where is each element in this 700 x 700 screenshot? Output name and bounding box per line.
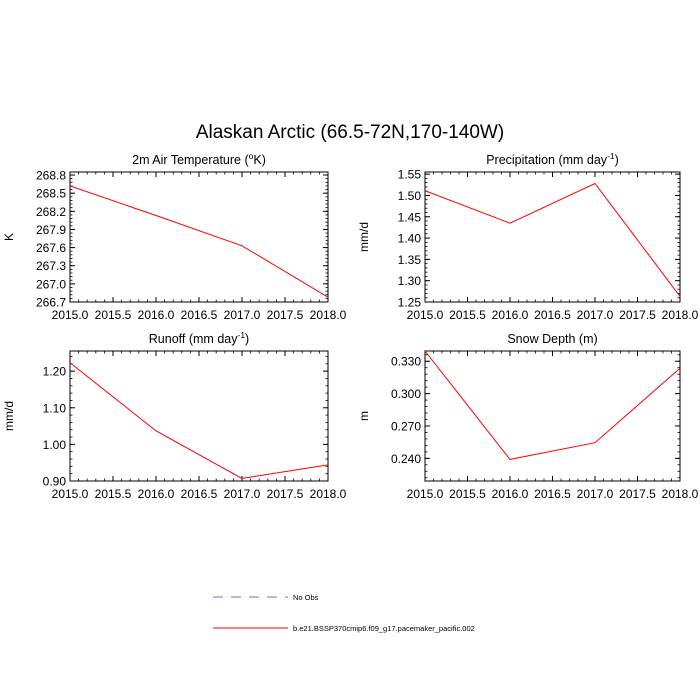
plot-frame bbox=[424, 171, 681, 303]
y-tick-label: 0.90 bbox=[43, 475, 67, 489]
x-tick-label: 2016.5 bbox=[534, 487, 571, 501]
y-tick-label: 1.55 bbox=[398, 168, 422, 182]
x-tick-label: 2015.0 bbox=[407, 308, 444, 322]
y-tick-label: 1.45 bbox=[398, 210, 422, 224]
x-tick-label: 2016.0 bbox=[492, 487, 529, 501]
panels: 2015.0 2015.5 2016.0 2016.5 2017.0 2017.5 2018… bbox=[2, 151, 699, 501]
y-axis-label: K bbox=[2, 233, 16, 241]
x-tick-label: 2017.0 bbox=[224, 308, 261, 322]
x-tick-label: 2016.0 bbox=[492, 308, 529, 322]
x-tick-label: 2016.5 bbox=[534, 308, 571, 322]
panel-2: 2015.0 2015.5 2016.0 2016.5 2017.0 2017.5 2018… bbox=[357, 151, 699, 322]
x-tick-label: 2016.5 bbox=[181, 308, 218, 322]
y-tick-label: 268.2 bbox=[36, 205, 66, 219]
y-tick-label: 268.5 bbox=[36, 187, 66, 201]
x-tick-label: 2015.0 bbox=[52, 308, 89, 322]
series-line bbox=[69, 185, 329, 298]
y-tick-label: 267.9 bbox=[36, 223, 66, 237]
plot-frame bbox=[424, 350, 681, 482]
y-tick-label: 267.3 bbox=[36, 259, 66, 273]
panel-4: 2015.0 2015.5 2016.0 2016.5 2017.0 2017.5 2018… bbox=[357, 332, 699, 501]
panel-title: Runoff (mm day-1) bbox=[149, 330, 249, 346]
x-tick-label: 2017.5 bbox=[267, 487, 304, 501]
x-tick-label: 2017.0 bbox=[224, 487, 261, 501]
x-tick-label: 2016.0 bbox=[138, 487, 175, 501]
x-tick-label: 2015.5 bbox=[449, 308, 486, 322]
x-tick-label: 2017.0 bbox=[577, 308, 614, 322]
series-line bbox=[424, 182, 681, 297]
legend: No Obs b.e21.BSSP370cmip6.f09_g17.pacemak… bbox=[213, 593, 475, 633]
y-tick-label: 1.00 bbox=[43, 438, 67, 452]
x-tick-label: 2018.0 bbox=[310, 487, 347, 501]
panel-title: Snow Depth (m) bbox=[507, 332, 597, 346]
plot-frame bbox=[69, 350, 329, 482]
legend-label: No Obs bbox=[293, 593, 319, 602]
x-tick-label: 2016.5 bbox=[181, 487, 218, 501]
y-tick-label: 1.10 bbox=[43, 401, 67, 415]
y-axis-label: m bbox=[357, 411, 371, 421]
y-axis-label: mm/d bbox=[2, 401, 16, 431]
x-tick-label: 2017.5 bbox=[267, 308, 304, 322]
x-tick-label: 2017.5 bbox=[619, 487, 656, 501]
x-tick-label: 2016.0 bbox=[138, 308, 175, 322]
y-tick-label: 266.7 bbox=[36, 296, 66, 310]
x-tick-label: 2017.5 bbox=[619, 308, 656, 322]
x-tick-label: 2018.0 bbox=[310, 308, 347, 322]
x-tick-label: 2015.5 bbox=[449, 487, 486, 501]
y-tick-label: 267.0 bbox=[36, 277, 66, 291]
x-tick-label: 2018.0 bbox=[662, 308, 699, 322]
y-tick-label: 267.6 bbox=[36, 241, 66, 255]
plot-frame bbox=[69, 171, 329, 303]
y-axis-label: mm/d bbox=[357, 222, 371, 252]
legend-item: No Obs bbox=[213, 593, 319, 602]
panel-1: 2015.0 2015.5 2016.0 2016.5 2017.0 2017.5 2018… bbox=[2, 151, 347, 322]
y-tick-label: 1.35 bbox=[398, 253, 422, 267]
x-tick-label: 2017.0 bbox=[577, 487, 614, 501]
y-tick-label: 1.20 bbox=[43, 365, 67, 379]
legend-item: b.e21.BSSP370cmip6.f09_g17.pacemaker_pac… bbox=[213, 624, 475, 633]
panel-3: 2015.0 2015.5 2016.0 2016.5 2017.0 2017.5 2018… bbox=[2, 330, 347, 501]
y-tick-label: 0.270 bbox=[391, 419, 421, 433]
y-tick-label: 1.40 bbox=[398, 232, 422, 246]
y-tick-label: 0.300 bbox=[391, 387, 421, 401]
y-tick-label: 1.30 bbox=[398, 274, 422, 288]
x-tick-label: 2018.0 bbox=[662, 487, 699, 501]
x-tick-label: 2015.5 bbox=[95, 308, 132, 322]
x-tick-label: 2015.5 bbox=[95, 487, 132, 501]
legend-label: b.e21.BSSP370cmip6.f09_g17.pacemaker_pac… bbox=[293, 624, 475, 633]
y-tick-label: 1.25 bbox=[398, 296, 422, 310]
y-tick-label: 0.240 bbox=[391, 452, 421, 466]
y-tick-label: 0.330 bbox=[391, 355, 421, 369]
panel-title: Precipitation (mm day-1) bbox=[486, 151, 619, 167]
figure-title: Alaskan Arctic (66.5-72N,170-140W) bbox=[196, 122, 504, 143]
y-tick-label: 1.50 bbox=[398, 189, 422, 203]
y-tick-label: 268.8 bbox=[36, 169, 66, 183]
x-tick-label: 2015.0 bbox=[52, 487, 89, 501]
x-tick-label: 2015.0 bbox=[407, 487, 444, 501]
panel-title: 2m Air Temperature (oK) bbox=[132, 151, 266, 167]
series-line bbox=[424, 350, 681, 460]
series-line bbox=[69, 362, 329, 479]
